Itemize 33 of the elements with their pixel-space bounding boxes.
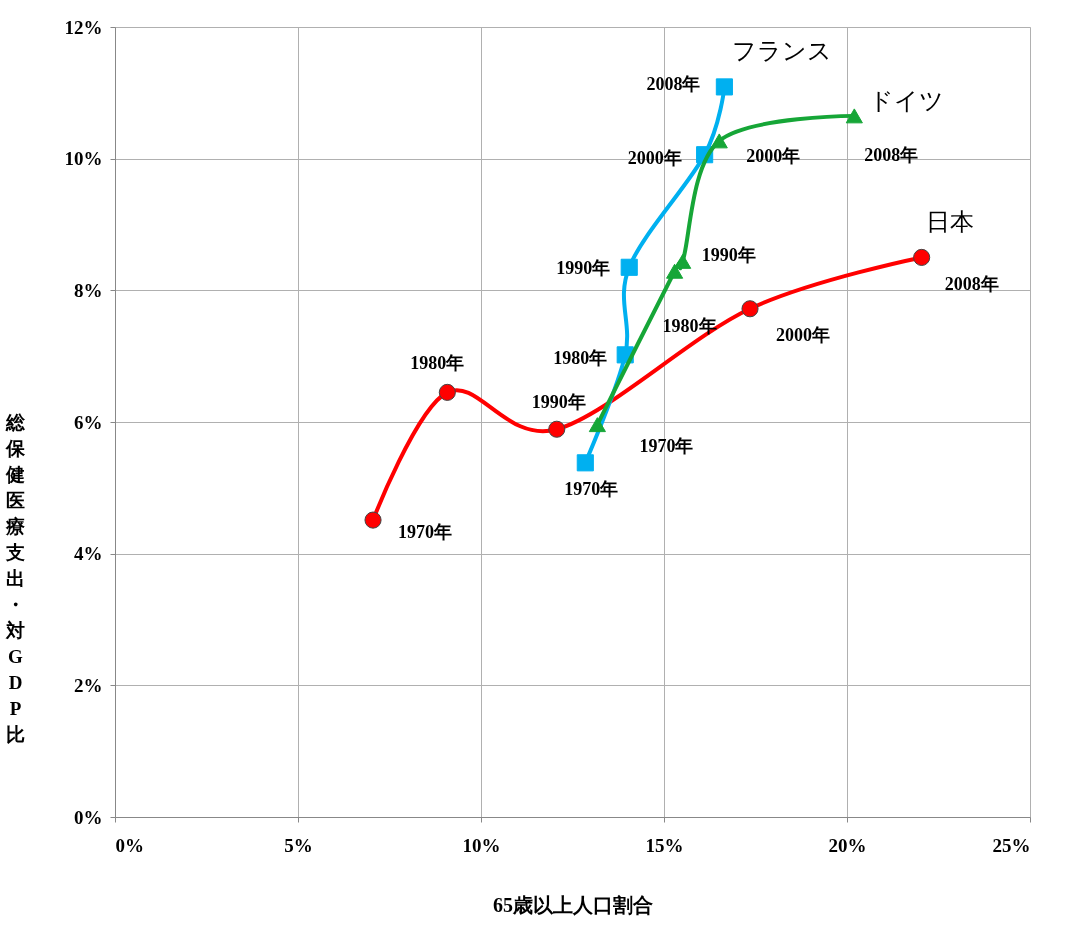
x-tick-label: 10% [462, 834, 501, 856]
annotation: 2008年 [646, 73, 701, 94]
y-tick-label: 4% [74, 543, 103, 565]
y-tick-label: 6% [74, 411, 103, 433]
series-label: フランス [732, 36, 833, 65]
annotation: 2000年 [776, 324, 831, 345]
x-tick-label: 5% [284, 834, 313, 856]
x-tick-label: 15% [645, 834, 684, 856]
y-tick-label: 12% [64, 16, 103, 38]
annotation: 1970年 [639, 435, 694, 456]
y-tick-label: 10% [64, 148, 103, 170]
annotation: 1970年 [564, 478, 619, 499]
annotation: 2008年 [944, 274, 999, 295]
x-tick-label: 0% [115, 834, 144, 856]
annotation: 2008年 [864, 144, 919, 165]
annotation: 1980年 [410, 353, 465, 374]
annotation: 1990年 [531, 392, 586, 413]
annotation: 2000年 [746, 145, 801, 166]
annotation: 1980年 [662, 316, 717, 337]
x-tick-label: 20% [828, 834, 867, 856]
x-axis-title: 65歳以上人口割合 [493, 893, 653, 916]
series-label: ドイツ [868, 86, 944, 115]
x-tick-label: 25% [992, 834, 1031, 856]
annotation: 1970年 [398, 522, 453, 543]
text: 総保健医療支出・対GDP比 [6, 411, 25, 745]
y-tick-label: 2% [74, 674, 103, 696]
annotation: 1990年 [701, 245, 756, 266]
annotation: 1980年 [553, 347, 608, 368]
y-tick-label: 8% [74, 279, 103, 301]
series-label: 日本 [925, 208, 974, 237]
y-tick-label: 0% [74, 806, 103, 828]
annotation: 2000年 [627, 147, 682, 168]
annotation: 1990年 [556, 258, 611, 279]
